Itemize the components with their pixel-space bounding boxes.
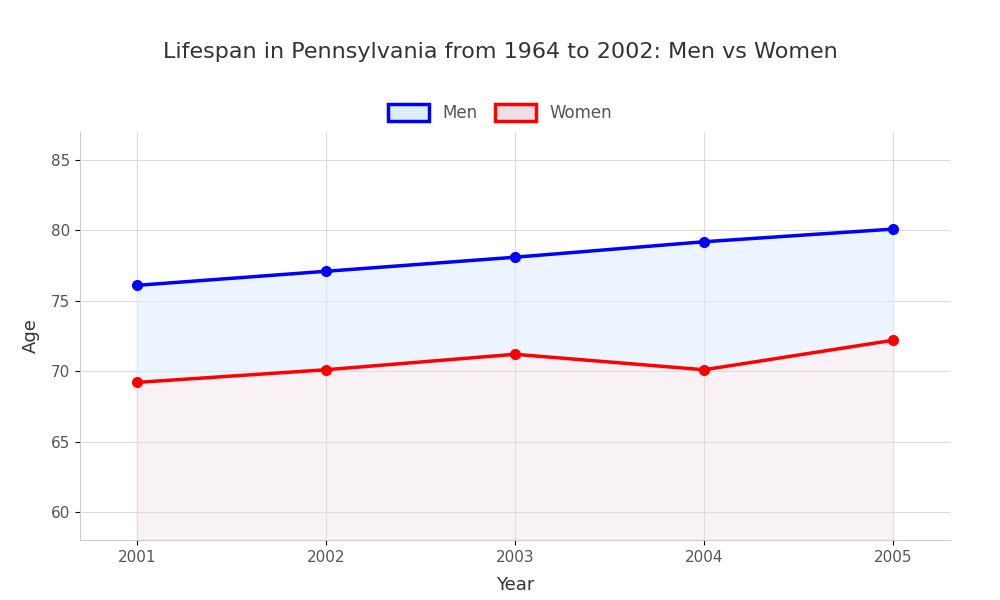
Y-axis label: Age: Age	[22, 319, 40, 353]
Text: Lifespan in Pennsylvania from 1964 to 2002: Men vs Women: Lifespan in Pennsylvania from 1964 to 20…	[163, 42, 837, 62]
Legend: Men, Women: Men, Women	[379, 95, 621, 130]
X-axis label: Year: Year	[496, 576, 534, 594]
